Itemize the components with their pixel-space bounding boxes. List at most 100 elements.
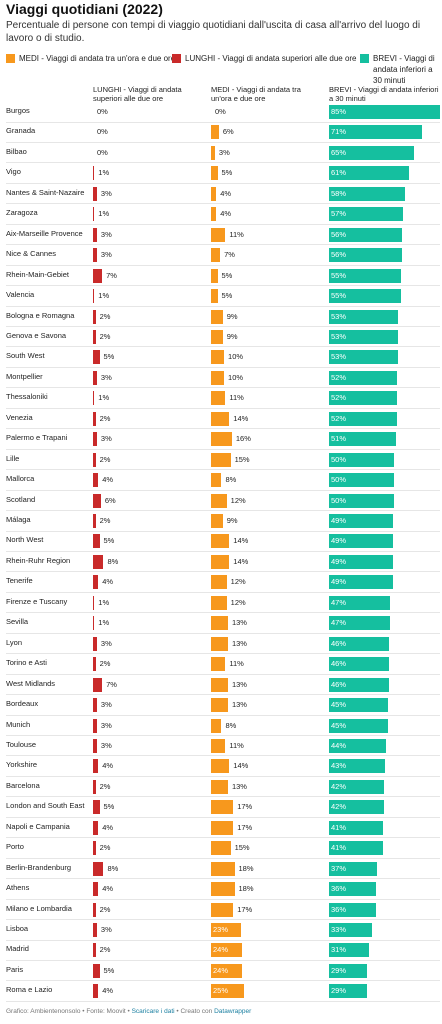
bar-medi <box>211 248 221 263</box>
bar-lunghi <box>93 841 96 856</box>
bar-medi <box>211 514 223 528</box>
value-label-lunghi: 3% <box>100 188 112 198</box>
category-label: West Midlands <box>6 678 56 688</box>
value-label-medi: 6% <box>222 127 234 137</box>
value-label-medi: 11% <box>229 393 244 403</box>
value-label-lunghi: 0% <box>97 107 108 116</box>
bar-lunghi <box>93 186 97 201</box>
row-divider <box>6 612 440 614</box>
table-row: Lisboa 3% 23% 33% <box>0 920 442 941</box>
bar-medi <box>211 943 243 958</box>
category-label: Málaga <box>6 515 31 524</box>
category-label: Firenze e Tuscany <box>6 596 68 606</box>
value-label-medi: 13% <box>231 781 247 791</box>
row-divider <box>6 244 440 246</box>
column-header-medi: MEDI - Viaggi di andata tra un'ora e due… <box>211 85 301 103</box>
value-label-brevi: 53% <box>331 352 347 362</box>
bar-medi <box>211 779 228 794</box>
bar-brevi <box>329 329 399 344</box>
table-row: Mallorca 4% 8% 50% <box>0 470 442 491</box>
value-label-lunghi: 5% <box>103 536 115 546</box>
value-label-brevi: 36% <box>331 904 347 914</box>
value-label-brevi: 49% <box>331 556 347 566</box>
bar-brevi <box>329 779 384 794</box>
bar-lunghi <box>93 534 100 549</box>
column-header-brevi: BREVI - Viaggi di andata inferiori a 30 … <box>329 85 439 103</box>
value-label-brevi: 41% <box>331 822 347 832</box>
value-label-medi: 13% <box>231 700 247 710</box>
value-label-lunghi: 4% <box>102 577 114 587</box>
legend-label-brevi: BREVI - Viaggi di andata inferiori a 30 … <box>373 54 435 85</box>
value-label-medi: 0% <box>215 107 226 116</box>
value-label-medi: 5% <box>221 270 233 280</box>
bar-medi <box>211 738 226 753</box>
value-label-lunghi: 3% <box>100 740 112 750</box>
value-label-lunghi: 4% <box>102 761 114 771</box>
bar-lunghi <box>93 452 96 467</box>
bar-lunghi <box>93 984 99 999</box>
category-label: Bilbao <box>6 146 27 156</box>
bar-brevi <box>329 963 367 978</box>
table-row: Valencia 1% 5% 55% <box>0 286 442 307</box>
value-label-medi: 3% <box>218 147 230 157</box>
value-label-medi: 25% <box>213 986 229 996</box>
row-divider <box>6 735 440 736</box>
value-label-brevi: 44% <box>331 740 347 750</box>
bar-brevi <box>329 616 391 631</box>
bar-medi <box>211 963 243 978</box>
value-label-lunghi: 1% <box>98 618 110 628</box>
datawrapper-link[interactable]: Datawrapper <box>214 1008 252 1015</box>
value-label-brevi: 56% <box>331 250 347 260</box>
category-label: Roma e Lazio <box>6 985 53 995</box>
category-label: Scotland <box>6 494 36 504</box>
row-divider <box>6 162 440 164</box>
table-row: Rhein-Main-Gebiet 7% 5% 55% <box>0 266 442 287</box>
value-label-lunghi: 1% <box>98 209 110 219</box>
value-label-lunghi: 1% <box>98 597 110 607</box>
value-label-lunghi: 1% <box>98 393 110 403</box>
bar-medi <box>211 841 231 856</box>
value-label-lunghi: 2% <box>99 413 111 423</box>
row-divider <box>6 673 440 675</box>
table-row: Napoli e Campania 4% 17% 41% <box>0 818 442 839</box>
bar-medi <box>211 350 225 365</box>
value-label-brevi: 53% <box>331 331 347 341</box>
bar-lunghi <box>93 575 99 590</box>
row-divider <box>6 510 440 512</box>
value-label-lunghi: 4% <box>102 822 114 832</box>
footer-created: • Creato con <box>174 1008 215 1015</box>
bar-lunghi <box>93 943 96 958</box>
category-label: Aix-Marseille Provence <box>6 228 83 238</box>
bar-medi <box>211 309 223 324</box>
value-label-brevi: 36% <box>331 884 347 894</box>
category-label: Genova e Savona <box>6 330 67 340</box>
value-label-lunghi: 2% <box>99 781 111 791</box>
value-label-medi: 14% <box>233 413 249 423</box>
legend-swatch-medi <box>6 54 15 63</box>
value-label-medi: 10% <box>228 372 244 382</box>
table-row: London and South East 5% 17% 42% <box>0 797 442 818</box>
category-label: Berlin-Brandenburg <box>6 862 72 872</box>
legend-item-brevi: BREVI - Viaggi di andata inferiori a 30 … <box>360 53 442 86</box>
row-divider <box>6 980 440 982</box>
category-label: Athens <box>6 883 30 893</box>
table-row: Palermo e Trapani 3% 16% 51% <box>0 429 442 450</box>
bar-brevi <box>329 350 399 365</box>
table-row: Athens 4% 18% 36% <box>0 879 442 900</box>
bar-brevi <box>329 166 409 181</box>
value-label-brevi: 47% <box>331 597 347 607</box>
value-label-lunghi: 6% <box>104 495 116 505</box>
bar-medi <box>211 166 218 181</box>
value-label-medi: 14% <box>233 556 249 566</box>
value-label-lunghi: 2% <box>99 454 111 464</box>
table-row: Aix-Marseille Provence 3% 11% 56% <box>0 225 442 246</box>
category-label: Milano e Lombardia <box>6 903 72 913</box>
bar-lunghi <box>93 677 103 692</box>
value-label-lunghi: 3% <box>100 700 112 710</box>
value-label-medi: 18% <box>238 884 254 894</box>
value-label-lunghi: 2% <box>99 516 111 525</box>
bar-medi <box>211 493 227 508</box>
download-data-link[interactable]: Scaricare i dati <box>131 1008 175 1015</box>
table-row: Venezia 2% 14% 52% <box>0 409 442 430</box>
value-label-brevi: 46% <box>331 659 347 669</box>
